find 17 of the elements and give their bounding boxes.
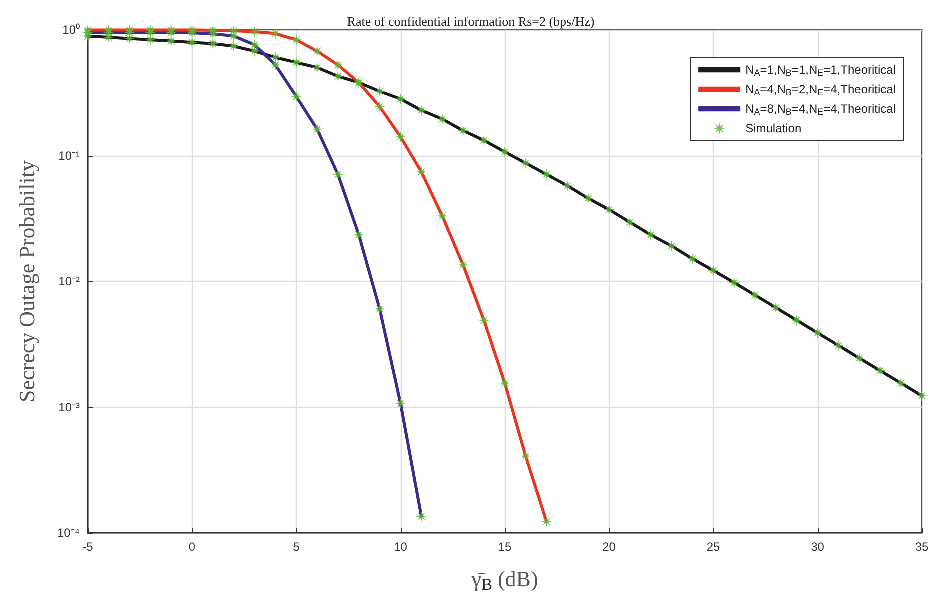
chart-title: Rate of confidential information Rs=2 (bps/Hz) <box>347 14 595 29</box>
x-tick-label: 20 <box>602 540 616 554</box>
x-tick-label: 0 <box>188 540 196 554</box>
x-tick-label: 35 <box>915 540 929 554</box>
x-tick-label: 30 <box>811 540 825 554</box>
y-tick-label: 10⁻⁴ <box>57 526 80 540</box>
legend-label: Simulation <box>746 122 802 136</box>
x-tick-label: 10 <box>394 540 408 554</box>
x-tick-label: 25 <box>706 540 720 554</box>
y-tick-label: 10⁻³ <box>58 400 80 414</box>
y-axis-title: Secrecy Outage Probability <box>14 160 40 402</box>
x-tick-label: 5 <box>293 540 300 554</box>
y-tick-label: 10⁻² <box>58 274 80 288</box>
x-tick-label: 15 <box>498 540 512 554</box>
y-tick-label: 10⁰ <box>62 23 80 37</box>
x-tick-label: -5 <box>82 540 94 554</box>
y-tick-label: 10⁻¹ <box>58 148 80 163</box>
